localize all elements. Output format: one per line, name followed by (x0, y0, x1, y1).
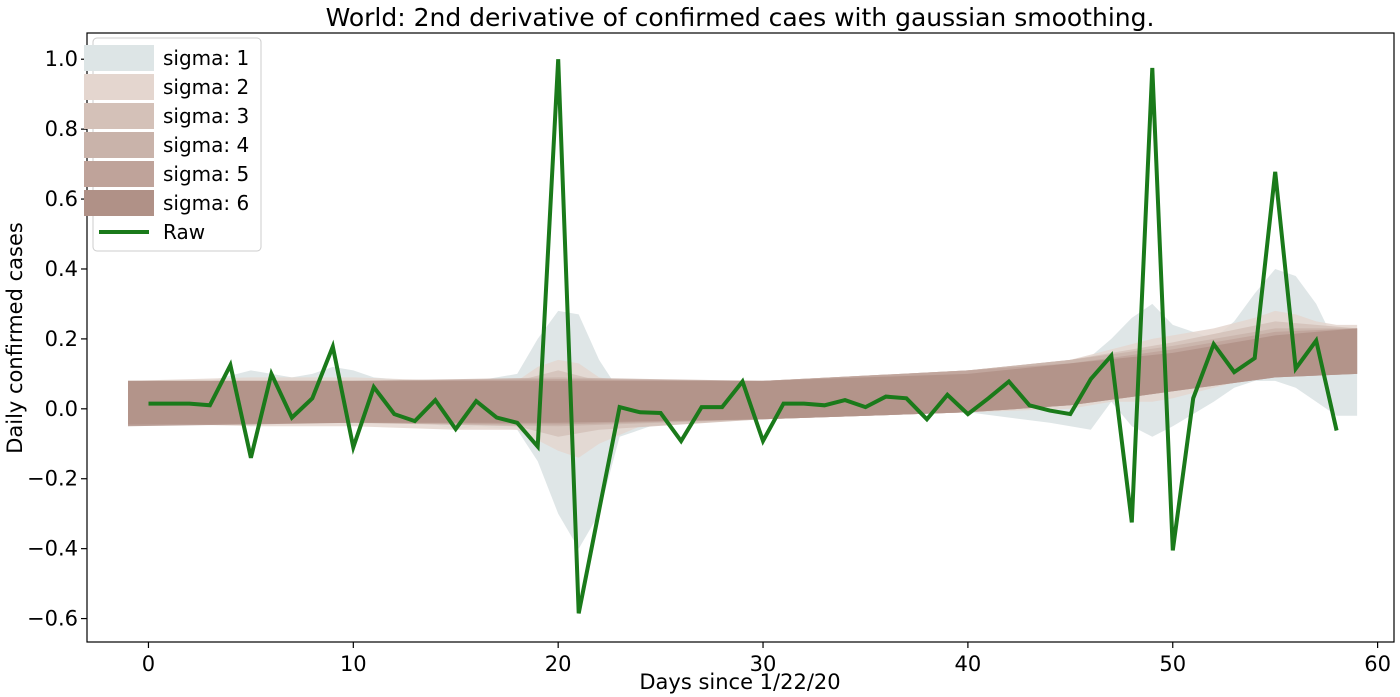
legend-swatch (84, 74, 154, 100)
legend-label: sigma: 2 (163, 75, 249, 99)
legend-swatch (84, 45, 154, 71)
y-tick-label: 1.0 (45, 47, 78, 71)
x-tick-label: 60 (1364, 652, 1391, 676)
y-axis-label: Daily confirmed cases (3, 222, 27, 454)
legend-label: Raw (163, 220, 205, 244)
legend-label: sigma: 6 (163, 191, 249, 215)
y-axis: −0.6 −0.4 −0.2 0.0 0.2 0.4 0.6 0.8 1.0 (27, 47, 87, 631)
y-tick-label: 0.0 (45, 397, 78, 421)
legend-swatch (84, 190, 154, 216)
y-tick-label: 0.8 (45, 117, 78, 141)
legend-label: sigma: 3 (163, 104, 249, 128)
plot-frame (86, 32, 1395, 643)
x-tick-label: 50 (1159, 652, 1186, 676)
y-tick-label: −0.2 (27, 467, 78, 491)
x-axis: 0 10 20 30 40 50 60 (142, 642, 1391, 676)
y-tick-label: 0.2 (45, 327, 78, 351)
x-tick-label: 10 (340, 652, 367, 676)
legend-label: sigma: 4 (163, 133, 249, 157)
legend-swatch (84, 132, 154, 158)
y-tick-label: −0.4 (27, 537, 78, 561)
y-tick-label: 0.6 (45, 187, 78, 211)
y-tick-label: −0.6 (27, 607, 78, 631)
y-tick-label: 0.4 (45, 257, 78, 281)
raw-series-line (148, 59, 1339, 614)
legend: sigma: 1 sigma: 2 sigma: 3 sigma: 4 sigma: 5… (84, 37, 262, 252)
x-tick-label: 20 (545, 652, 572, 676)
x-tick-label: 40 (955, 652, 982, 676)
legend-swatch (84, 103, 154, 129)
plot-area (128, 59, 1358, 614)
x-tick-label: 0 (142, 652, 155, 676)
legend-swatch (84, 161, 154, 187)
x-tick-label: 30 (750, 652, 777, 676)
legend-label: sigma: 5 (163, 162, 249, 186)
x-axis-label: Days since 1/22/20 (639, 670, 840, 694)
chart-title: World: 2nd derivative of confirmed caes … (326, 3, 1155, 32)
legend-label: sigma: 1 (163, 46, 249, 70)
